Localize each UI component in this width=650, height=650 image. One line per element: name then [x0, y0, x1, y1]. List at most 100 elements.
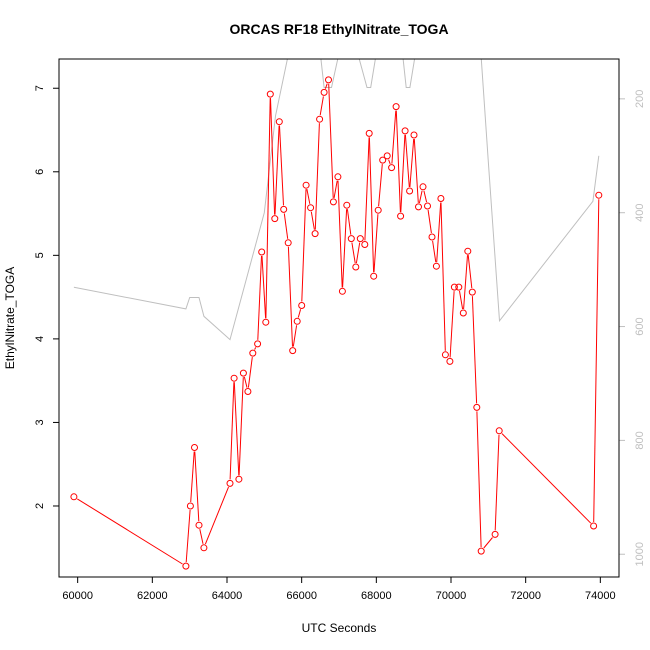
series-segment — [449, 291, 455, 358]
series-segment — [351, 242, 356, 264]
data-point — [249, 349, 257, 357]
data-point — [316, 115, 324, 123]
data-point — [244, 388, 252, 395]
data-point — [437, 195, 445, 202]
series-segment — [243, 376, 248, 388]
series-segment — [297, 309, 302, 318]
data-point — [320, 88, 328, 96]
series-segment — [427, 209, 432, 234]
data-point — [334, 173, 342, 181]
series-segment — [333, 180, 338, 198]
series-segment — [190, 451, 195, 503]
series-segment — [265, 98, 271, 319]
x-axis-label: UTC Seconds — [302, 621, 377, 635]
data-point — [329, 198, 337, 206]
data-point — [352, 263, 360, 271]
data-point — [293, 317, 301, 325]
data-point — [432, 262, 440, 270]
series-segment — [342, 209, 348, 288]
data-point — [477, 547, 485, 555]
series-segment — [423, 190, 428, 203]
y-axis-label: EthylNitrate_TOGA — [3, 267, 17, 369]
data-point — [186, 502, 194, 510]
data-point — [200, 544, 208, 552]
series-segment — [287, 246, 293, 347]
right-tick-label: 600 — [634, 317, 646, 335]
series-segment — [310, 211, 315, 230]
data-point — [595, 191, 603, 199]
series-segment — [257, 255, 262, 340]
data-point — [271, 215, 279, 223]
series-segment — [391, 110, 397, 164]
series-segment — [324, 83, 328, 89]
data-point — [266, 90, 274, 98]
x-tick-label: 68000 — [361, 590, 392, 602]
x-tick-label: 60000 — [62, 590, 93, 602]
data-point — [70, 493, 78, 501]
series-segment — [319, 96, 324, 116]
y-tick-label: 3 — [34, 419, 46, 425]
data-point — [280, 205, 288, 213]
data-point — [258, 248, 266, 256]
data-point — [459, 309, 467, 317]
x-tick-label: 62000 — [137, 590, 168, 602]
data-point — [343, 201, 351, 209]
data-point — [347, 235, 355, 243]
right-tick-label: 400 — [634, 204, 646, 222]
data-point — [495, 427, 503, 435]
y-tick-label: 6 — [34, 169, 46, 175]
series-segment — [77, 498, 183, 565]
data-point — [428, 233, 436, 241]
series-segment — [274, 125, 280, 215]
data-point — [361, 241, 369, 248]
pressure-series — [73, 59, 600, 341]
series-segment — [400, 134, 406, 213]
x-tick-label: 72000 — [510, 590, 541, 602]
data-point — [388, 164, 396, 172]
data-point — [424, 202, 431, 210]
data-point — [464, 247, 472, 255]
series-segment — [204, 486, 229, 545]
series-segment — [404, 134, 410, 188]
series-segment — [409, 138, 415, 188]
x-tick-label: 64000 — [212, 590, 243, 602]
y-tick-label: 2 — [34, 503, 46, 509]
data-point — [374, 206, 382, 214]
x-tick-label: 70000 — [436, 590, 467, 602]
data-point — [370, 272, 378, 280]
data-point — [406, 187, 414, 195]
series-segment — [185, 509, 191, 563]
data-point — [415, 203, 422, 211]
series-segment — [501, 433, 592, 524]
data-point — [455, 283, 463, 291]
pressure-line — [73, 59, 600, 341]
data-point — [289, 347, 297, 355]
right-tick-label: 200 — [634, 90, 646, 108]
series-segment — [459, 290, 464, 310]
data-point — [410, 131, 418, 139]
data-point — [239, 369, 247, 377]
series-segment — [388, 159, 391, 165]
data-point — [450, 283, 458, 291]
data-point — [338, 287, 346, 295]
series-segment — [314, 123, 320, 230]
chart-title: ORCAS RF18 EthylNitrate_TOGA — [229, 21, 448, 37]
series-segment — [413, 138, 419, 203]
x-tick-label: 66000 — [286, 590, 317, 602]
right-tick-label: 1000 — [634, 542, 646, 566]
data-point — [230, 374, 238, 382]
data-point — [590, 522, 598, 530]
data-point — [491, 530, 499, 538]
series-segment — [467, 255, 473, 289]
data-point — [446, 357, 454, 365]
series-segment — [283, 213, 289, 239]
series-segment — [279, 125, 284, 206]
series-segment — [355, 242, 361, 264]
series-segment — [328, 83, 334, 198]
ethylnitrate-series — [70, 76, 603, 570]
right-tick-label: 800 — [634, 431, 646, 449]
data-point — [262, 318, 270, 326]
series-segment — [301, 189, 307, 302]
data-point — [383, 152, 391, 160]
